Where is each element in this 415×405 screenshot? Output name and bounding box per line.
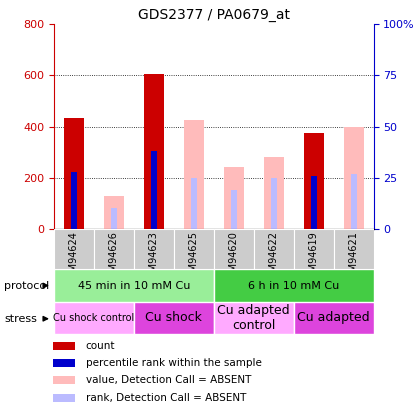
Bar (224, 167, 244, 229)
Bar (271, 178, 277, 229)
Bar (144, 74, 164, 229)
Text: GSM94619: GSM94619 (309, 231, 319, 284)
Text: 6 h in 10 mM Cu: 6 h in 10 mM Cu (248, 281, 339, 290)
Bar (134, 302, 214, 334)
Bar (174, 229, 214, 269)
Text: protocol: protocol (4, 281, 49, 290)
Bar (344, 127, 364, 229)
Text: GSM94624: GSM94624 (69, 231, 79, 284)
Bar (53, 359, 75, 367)
Bar (304, 133, 324, 229)
Bar (334, 229, 374, 269)
Text: Cu shock control: Cu shock control (53, 313, 134, 323)
Text: GSM94625: GSM94625 (189, 231, 199, 284)
Text: GSM94622: GSM94622 (269, 231, 278, 284)
Text: 45 min in 10 mM Cu: 45 min in 10 mM Cu (78, 281, 190, 290)
Text: GSM94620: GSM94620 (229, 231, 239, 284)
Text: GSM94626: GSM94626 (109, 231, 119, 284)
Bar (254, 229, 294, 269)
Text: stress: stress (4, 314, 37, 324)
Bar (231, 190, 237, 229)
Bar (214, 229, 254, 269)
Bar (104, 196, 124, 229)
Bar (264, 157, 283, 229)
Text: value, Detection Call = ABSENT: value, Detection Call = ABSENT (86, 375, 251, 385)
Bar (53, 342, 75, 350)
Text: count: count (86, 341, 115, 351)
Text: percentile rank within the sample: percentile rank within the sample (86, 358, 262, 368)
Bar (53, 394, 75, 402)
Title: GDS2377 / PA0679_at: GDS2377 / PA0679_at (138, 8, 290, 22)
Text: GSM94621: GSM94621 (349, 231, 359, 284)
Bar (191, 178, 197, 229)
Bar (351, 174, 356, 229)
Bar (53, 375, 75, 384)
Bar (54, 229, 94, 269)
Bar (184, 119, 204, 229)
Bar (94, 229, 134, 269)
Text: rank, Detection Call = ABSENT: rank, Detection Call = ABSENT (86, 392, 246, 403)
Bar (54, 269, 214, 302)
Bar (64, 117, 84, 229)
Text: Cu adapted
control: Cu adapted control (217, 304, 290, 332)
Bar (310, 176, 317, 229)
Bar (294, 302, 374, 334)
Bar (111, 208, 117, 229)
Bar (214, 269, 374, 302)
Text: GSM94623: GSM94623 (149, 231, 159, 284)
Text: Cu shock: Cu shock (145, 311, 202, 324)
Bar (134, 229, 174, 269)
Bar (151, 151, 157, 229)
Bar (54, 302, 134, 334)
Text: Cu adapted: Cu adapted (297, 311, 370, 324)
Bar (71, 172, 77, 229)
Bar (294, 229, 334, 269)
Bar (214, 302, 294, 334)
